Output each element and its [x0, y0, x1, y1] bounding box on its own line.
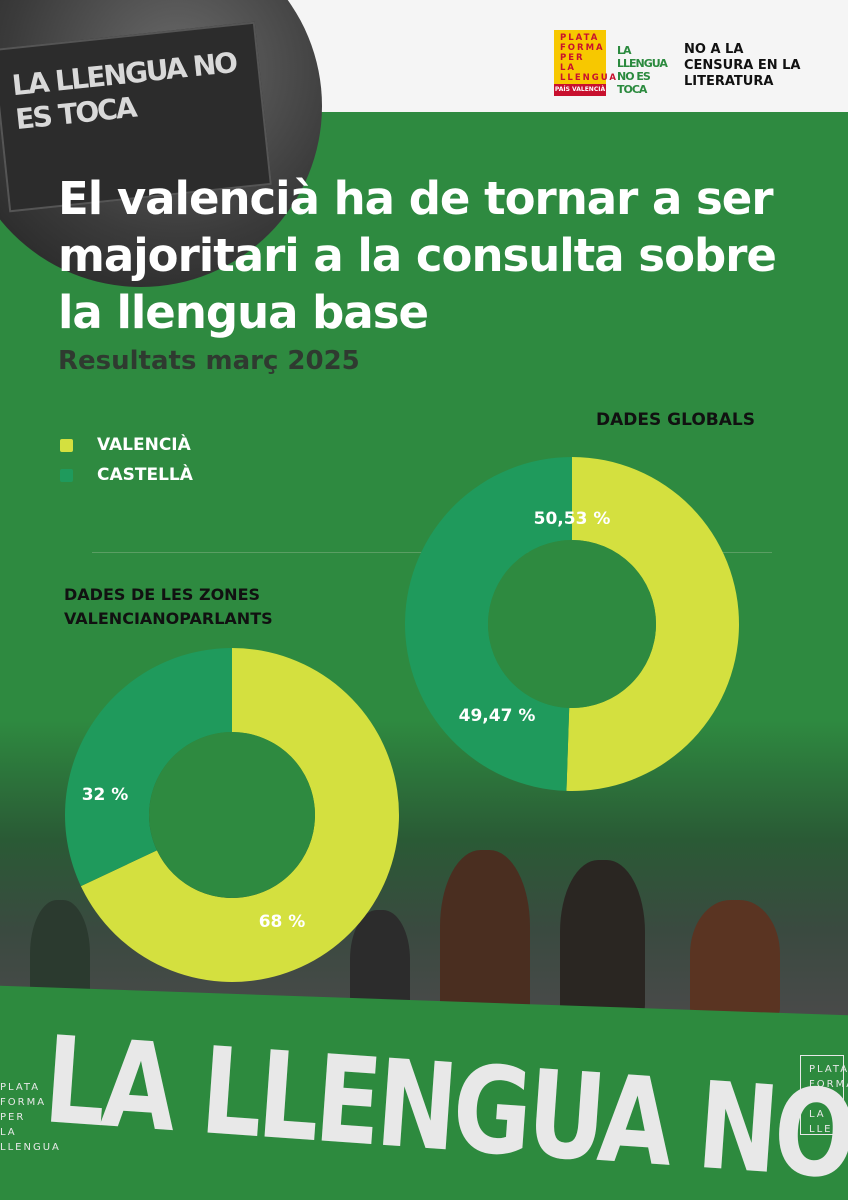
censorship-logo: NO A LA CENSURA EN LA LITERATURA: [684, 42, 801, 89]
slice-label-valencià: 68 %: [259, 912, 306, 932]
global-chart-title: DADES GLOBALS: [596, 410, 755, 430]
protester: [440, 850, 530, 1020]
donut-slice-valencià: [566, 457, 739, 791]
page-title: El valencià ha de tornar a ser majoritar…: [58, 172, 777, 339]
slice-label-valencià: 50,53 %: [534, 509, 611, 529]
legend-label-castella: CASTELLÀ: [97, 465, 193, 485]
global-donut-chart: 50,53 % 49,47 %: [404, 457, 739, 791]
protester: [690, 900, 780, 1020]
plataforma-logo-text: PLATA FORMA PER LA LLENGUA: [560, 33, 618, 83]
bottom-banner-logo-left: PLATA FORMA PER LA LLENGUA: [0, 1082, 61, 1153]
zones-chart-title: DADES DE LES ZONES VALENCIANOPARLANTS: [64, 585, 273, 628]
slice-label-castellà: 49,47 %: [459, 706, 536, 726]
zones-donut-chart: 68 % 32 %: [64, 648, 399, 983]
plataforma-logo: PLATA FORMA PER LA LLENGUA PAÍS VALENCIÀ: [554, 30, 618, 96]
donut-slice-castellà: [64, 648, 233, 887]
page-subtitle: Resultats març 2025: [58, 346, 360, 376]
bottom-banner-logo-right: PLATA FORMA PER LA LLENGUA: [800, 1055, 848, 1135]
legend: VALENCIÀ CASTELLÀ: [60, 430, 193, 490]
legend-item-valencia: VALENCIÀ: [60, 430, 193, 460]
plataforma-region: PAÍS VALENCIÀ: [554, 84, 606, 96]
slice-label-castellà: 32 %: [82, 785, 129, 805]
legend-swatch-castella: [60, 468, 73, 482]
protester: [560, 860, 645, 1020]
campaign-logo-text: LA LLENGUA NO ES TOCA: [617, 44, 668, 96]
donut-slice-castellà: [404, 457, 572, 791]
legend-swatch-valencia: [60, 438, 73, 452]
legend-label-valencia: VALENCIÀ: [97, 435, 191, 455]
legend-item-castella: CASTELLÀ: [60, 460, 193, 490]
campaign-logo: LA LLENGUA NO ES TOCA: [617, 30, 677, 96]
donut-hole: [488, 540, 656, 708]
donut-slice-valencià: [80, 648, 399, 983]
donut-hole: [149, 732, 315, 898]
